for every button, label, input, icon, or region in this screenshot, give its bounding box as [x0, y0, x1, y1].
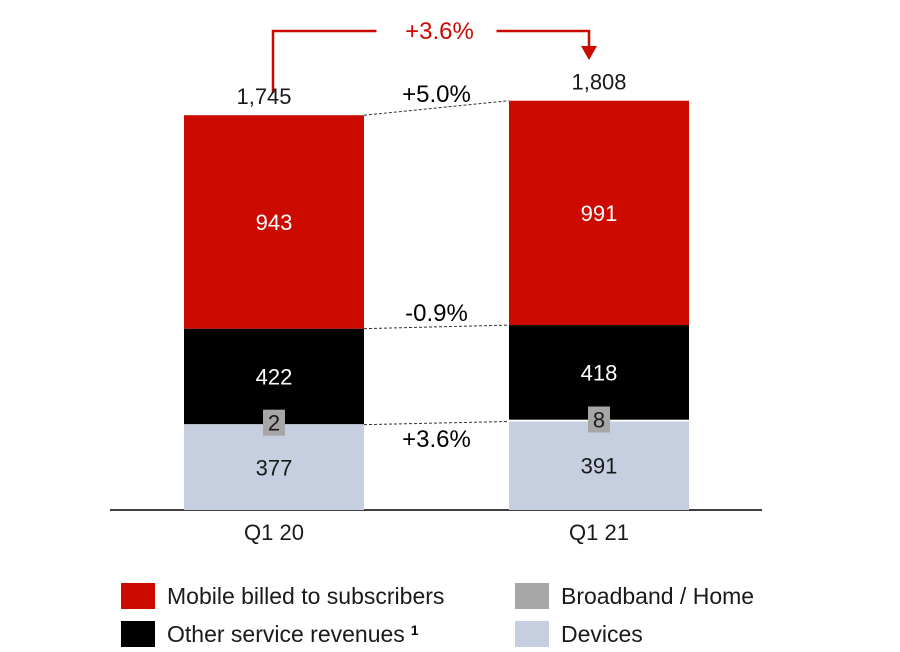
legend-swatch-other-service — [121, 621, 155, 647]
chart-legend: Mobile billed to subscribers Other servi… — [121, 582, 821, 652]
value-label-broadband-home-q1-21: 8 — [593, 407, 605, 432]
bar-segment-broadband-home-q1-21 — [588, 406, 610, 433]
legend-item-mobile-billed: Mobile billed to subscribers — [121, 582, 444, 610]
value-label-other-service-revenues-q1-20: 422 — [256, 364, 293, 389]
change-label-other-service-revenues: -0.9% — [405, 300, 468, 327]
bar-segment-devices-q1-20 — [184, 424, 364, 510]
bar-segment-other-service-revenues-q1-20 — [184, 328, 364, 425]
connector-line-devices — [363, 420, 510, 426]
footnote-marker: 1 — [410, 622, 419, 638]
legend-swatch-broadband-home — [515, 583, 549, 609]
total-change-label: +3.6% — [405, 18, 474, 45]
legend-label-other-service: Other service revenues — [167, 620, 405, 647]
value-label-devices-q1-21: 391 — [581, 454, 618, 479]
total-label-q1-20: 1,745 — [236, 84, 291, 109]
total-change-bracket-right — [496, 29, 591, 48]
legend-label-mobile-billed: Mobile billed to subscribers — [167, 582, 445, 609]
legend-item-other-service: Other service revenues 1 — [121, 620, 419, 648]
bar-segment-mobile-billed-to-subscribers-q1-20 — [184, 115, 364, 329]
bar-segment-devices-q1-21 — [509, 421, 689, 510]
stacked-bar-chart: 377 2 422 943 1,745 Q1 20 391 8 418 991 1,808 Q1 21… — [110, 18, 762, 545]
change-label-mobile-billed-to-subscribers: +5.0% — [402, 81, 471, 108]
x-tick-label-q1-20: Q1 20 — [244, 520, 304, 545]
value-label-devices-q1-20: 377 — [256, 455, 293, 480]
total-change-arrowhead — [581, 46, 597, 60]
value-label-mobile-billed-to-subscribers-q1-20: 943 — [256, 210, 293, 235]
legend-swatch-devices — [515, 621, 549, 647]
legend-label-devices: Devices — [561, 620, 643, 647]
total-change-bracket-left — [271, 29, 377, 93]
legend-item-broadband-home: Broadband / Home — [515, 582, 754, 610]
bar-segment-other-service-revenues-q1-21 — [509, 325, 689, 420]
legend-swatch-mobile-billed — [121, 583, 155, 609]
legend-item-devices: Devices — [515, 620, 643, 648]
value-label-other-service-revenues-q1-21: 418 — [581, 360, 618, 385]
total-label-q1-21: 1,808 — [571, 70, 626, 95]
bar-segment-broadband-home-q1-20 — [263, 409, 285, 436]
connector-line-mobile-billed-to-subscribers — [363, 100, 510, 116]
change-label-devices: +3.6% — [402, 426, 471, 453]
value-label-mobile-billed-to-subscribers-q1-21: 991 — [581, 201, 618, 226]
legend-label-broadband-home: Broadband / Home — [561, 582, 755, 609]
value-label-broadband-home-q1-20: 2 — [268, 411, 280, 436]
x-tick-label-q1-21: Q1 21 — [569, 520, 629, 545]
connector-line-other-service-revenues — [363, 324, 510, 330]
bar-segment-mobile-billed-to-subscribers-q1-21 — [509, 100, 689, 326]
